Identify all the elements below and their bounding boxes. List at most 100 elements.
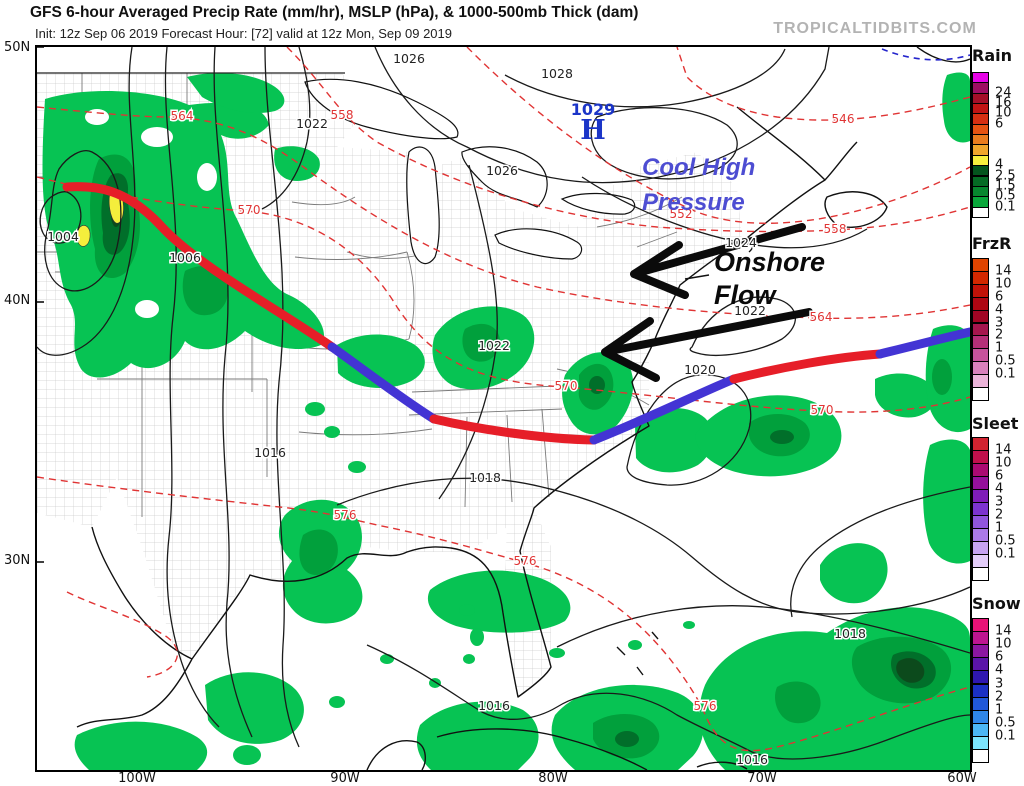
annotation-line: Flow: [714, 280, 776, 310]
legend-scale-label: 1: [995, 520, 1004, 536]
legend-scale-label: 4: [995, 481, 1004, 497]
thickness-contour-label: 570: [811, 403, 834, 417]
legend-color-segment: [972, 258, 989, 272]
legend-scale-label: 3: [995, 315, 1004, 330]
thickness-contour-label: 558: [824, 222, 847, 236]
legend-color-segment: [972, 735, 989, 750]
pressure-label-group: 1026 1028 1022 1026 1024 1022 1020 1022 1016 1018…: [46, 50, 868, 769]
legend-scale-label: 6: [995, 468, 1004, 484]
precip-type-legend: Rain 24 16 10 6 4 2.5 1.5 0.5 0.1 FrzR 14 10 6 4 3 2 1 0.5…: [970, 0, 1024, 786]
legend-scale-label: 6: [995, 116, 1004, 132]
thickness-label-group: 564 558 570 552 546 558 564 570 570 576 576 576: [169, 107, 856, 715]
legend-color-segment: [972, 554, 989, 568]
annotation-line: Pressure: [642, 189, 745, 216]
legend-color-segment: [972, 206, 989, 218]
onshore-flow-arrow-upper: [630, 223, 806, 299]
legend-scale-label: 6: [995, 649, 1004, 665]
legend-scale-label: 0.1: [995, 199, 1016, 215]
lon-tick-label: 80W: [538, 771, 568, 786]
legend-color-segment: [972, 437, 989, 451]
lat-tick-label: 30N: [4, 553, 31, 568]
legend-title-frzr: FrzR: [972, 234, 1012, 253]
thickness-contour-label: 564: [171, 109, 194, 123]
legend-scale-label: 0.1: [995, 546, 1016, 562]
pressure-contour-label: 1016: [736, 752, 768, 767]
pressure-contour-label: 1018: [834, 626, 866, 641]
legend-scale-label: 14: [995, 263, 1012, 279]
thickness-contour-label: 570: [555, 379, 578, 393]
lon-tick-label: 60W: [947, 771, 977, 786]
chart-title: GFS 6-hour Averaged Precip Rate (mm/hr),…: [30, 4, 639, 21]
legend-color-segment: [972, 450, 989, 464]
pressure-contour-label: 1024: [725, 235, 757, 250]
front-line: [62, 182, 970, 445]
thickness-contour-label: 546: [832, 112, 855, 126]
legend-scale-label: 4: [995, 302, 1004, 318]
legend-color-segment: [972, 489, 989, 503]
legend-scale-label: 10: [995, 105, 1012, 121]
thickness-contour-label: 576: [334, 508, 357, 522]
legend-color-segment: [972, 374, 989, 388]
legend-color-segment: [972, 618, 989, 633]
legend-scale-label: 6: [995, 289, 1004, 305]
pressure-contour-label: 1016: [254, 445, 286, 460]
lon-tick-label: 100W: [118, 771, 156, 786]
legend-color-segment: [972, 749, 989, 764]
chart-subtitle: Init: 12z Sep 06 2019 Forecast Hour: [72…: [35, 26, 452, 41]
legend-scale-label: 1: [995, 702, 1004, 718]
lon-tick-label: 70W: [747, 771, 777, 786]
legend-title-sleet: Sleet: [972, 414, 1019, 433]
legend-color-segment: [972, 657, 989, 672]
legend-scale-label: 14: [995, 442, 1012, 458]
annotation-line: Onshore: [714, 247, 826, 277]
precip-shading: [42, 72, 970, 770]
legend-scale-label: 1.5: [995, 178, 1016, 194]
pressure-contour-label: 1020: [684, 362, 716, 377]
legend-scale-label: 16: [995, 95, 1012, 111]
thickness-contour-label: 558: [331, 108, 354, 122]
legend-scale-label: 4: [995, 157, 1004, 173]
thickness-contour-label: 552: [670, 207, 693, 221]
legend-scale-label: 0.5: [995, 533, 1016, 549]
thickness-contour-label: 564: [810, 310, 833, 324]
legend-scale-label: 14: [995, 623, 1012, 639]
legend-scale-label: 0.1: [995, 366, 1016, 382]
legend-color-segment: [972, 296, 989, 311]
legend-color-segment: [972, 387, 989, 401]
legend-color-segment: [972, 502, 989, 516]
legend-scale-label: 1: [995, 340, 1004, 356]
legend-color-segment: [972, 567, 989, 581]
legend-scale-label: 3: [995, 676, 1004, 691]
coastlines: [37, 47, 970, 770]
legend-color-segment: [972, 631, 989, 646]
legend-scale-label: 10: [995, 455, 1012, 471]
cool-high-pressure-annotation: Cool High Pressure: [642, 150, 755, 220]
legend-scale-label: 24: [995, 85, 1012, 101]
lat-ticks: [37, 47, 44, 563]
legend-color-segment: [972, 309, 989, 324]
pressure-contour-label: 1022: [478, 338, 510, 353]
legend-scale-label: 0.5: [995, 188, 1016, 204]
legend-color-segment: [972, 463, 989, 477]
legend-color-segment: [972, 476, 989, 490]
legend-scale-label: 2: [995, 689, 1004, 705]
annotation-line: Cool High: [642, 154, 756, 181]
legend-color-segment: [972, 696, 989, 711]
onshore-flow-arrow-lower: [601, 308, 813, 382]
legend-scale-label: 0.5: [995, 715, 1016, 731]
thickness-contours: [37, 47, 970, 752]
onshore-flow-annotation: Onshore Flow: [714, 246, 825, 312]
legend-scale-label: 10: [995, 636, 1012, 652]
lon-tick-label: 90W: [330, 771, 360, 786]
legend-color-segment: [972, 515, 989, 529]
pressure-contour-label: 1022: [296, 116, 328, 131]
legend-color-segment: [972, 528, 989, 542]
legend-color-segment: [972, 270, 989, 285]
pressure-contour-label: 1016: [478, 698, 510, 713]
high-pressure-marker: 1029 H: [568, 100, 618, 144]
legend-color-segment: [972, 722, 989, 737]
legend-scale-label: 0.5: [995, 353, 1016, 369]
site-logo: TROPICALTIDBITS.COM: [773, 20, 977, 37]
pressure-contour-label: 1026: [486, 163, 518, 178]
